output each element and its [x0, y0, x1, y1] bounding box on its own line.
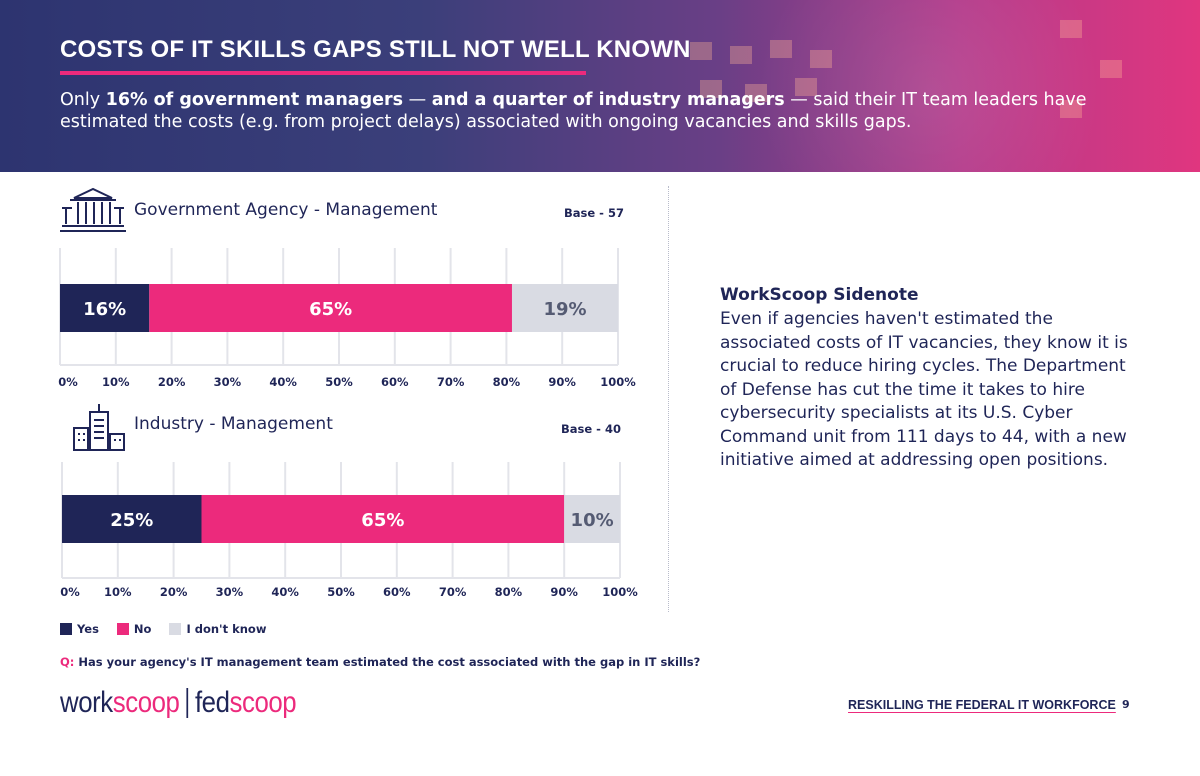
data-label: 16%	[83, 299, 126, 320]
legend-item-dontknow: I don't know	[169, 622, 266, 636]
survey-question: Q: Has your agency's IT management team …	[60, 655, 700, 669]
base-industry: Base - 40	[561, 422, 621, 436]
bar-segment-dontknow	[511, 284, 618, 332]
sidenote-title: WorkScoop Sidenote	[720, 285, 919, 305]
bar-segment-dontknow	[564, 495, 620, 543]
x-tick-label: 70%	[439, 585, 467, 599]
x-tick-label: 20%	[160, 585, 188, 599]
bar-segment-yes	[62, 495, 202, 543]
x-tick-label: 80%	[495, 585, 523, 599]
x-tick-label: 0%	[58, 375, 78, 389]
sticky-note	[730, 46, 752, 64]
legend-item-no: No	[116, 622, 152, 636]
title-underline	[60, 71, 586, 75]
government-building-icon	[60, 187, 126, 232]
data-label: 65%	[361, 510, 404, 531]
data-label: 19%	[543, 299, 586, 320]
sticky-note	[690, 42, 712, 60]
column-divider	[668, 186, 669, 612]
bar-segment-no	[201, 495, 565, 543]
subtitle-tail: — said their IT team leaders have estima…	[60, 90, 1087, 132]
page-subtitle: Only 16% of government managers — and a …	[60, 89, 1160, 133]
brand-fedscoop-b: scoop	[229, 686, 297, 719]
banner-glow	[720, 0, 1140, 172]
sidenote-body: Even if agencies haven't estimated the a…	[720, 309, 1128, 470]
page-number: 9	[1122, 698, 1130, 711]
chart-title-gov: Government Agency - Management	[134, 200, 438, 220]
x-tick-label: 90%	[548, 375, 576, 389]
data-label: 25%	[110, 510, 153, 531]
page-title: COSTS OF IT SKILLS GAPS STILL NOT WELL K…	[60, 36, 691, 63]
legend-swatch-no	[116, 623, 129, 635]
office-buildings-icon	[73, 404, 125, 451]
sticky-note	[1060, 20, 1082, 38]
legend-swatch-dontknow	[169, 623, 182, 635]
x-tick-label: 30%	[216, 585, 244, 599]
data-label: 10%	[571, 510, 614, 531]
data-label: 65%	[309, 299, 352, 320]
x-tick-label: 100%	[602, 585, 638, 599]
x-tick-label: 60%	[383, 585, 411, 599]
x-tick-label: 20%	[158, 375, 186, 389]
x-tick-label: 70%	[437, 375, 465, 389]
footer-section-title: RESKILLING THE FEDERAL IT WORKFORCE	[848, 698, 1116, 712]
sticky-note	[700, 80, 722, 98]
chart-title-industry: Industry - Management	[134, 414, 333, 434]
x-tick-label: 100%	[600, 375, 636, 389]
x-tick-label: 80%	[493, 375, 521, 389]
sticky-note	[1100, 60, 1122, 78]
legend-label-yes: Yes	[77, 622, 99, 636]
sticky-note	[810, 50, 832, 68]
brand-logo: workscoop fedscoop	[60, 686, 297, 720]
brand-separator	[186, 688, 189, 718]
question-text: Has your agency's IT management team est…	[78, 655, 701, 669]
sticky-note	[795, 78, 817, 96]
x-tick-label: 40%	[269, 375, 297, 389]
legend-label-dontknow: I don't know	[186, 622, 267, 636]
x-tick-label: 10%	[102, 375, 130, 389]
sticky-note	[745, 84, 767, 102]
legend-item-yes: Yes	[60, 622, 99, 636]
legend-swatch-yes	[60, 623, 72, 635]
brand-workscoop-b: scoop	[112, 686, 180, 719]
subtitle-lead: Only	[60, 90, 106, 110]
bar-segment-yes	[60, 284, 150, 332]
x-tick-label: 10%	[104, 585, 132, 599]
bar-segment-no	[149, 284, 512, 332]
header-banner	[0, 0, 1200, 172]
sticky-note	[1060, 100, 1082, 118]
subtitle-bold-industry: and a quarter of industry managers	[431, 90, 785, 110]
question-prefix: Q:	[60, 655, 75, 669]
legend-label-no: No	[133, 622, 152, 636]
x-tick-label: 60%	[381, 375, 409, 389]
x-tick-label: 40%	[271, 585, 299, 599]
x-tick-label: 50%	[327, 585, 355, 599]
subtitle-bold-gov: 16% of government managers	[105, 90, 404, 110]
base-gov: Base - 57	[564, 206, 624, 220]
legend: Yes No I don't know	[60, 622, 284, 636]
x-tick-label: 50%	[325, 375, 353, 389]
brand-workscoop-a: work	[60, 686, 113, 719]
x-tick-label: 90%	[550, 585, 578, 599]
brand-fedscoop-a: fed	[194, 686, 230, 719]
sticky-note	[770, 40, 792, 58]
x-tick-label: 30%	[214, 375, 242, 389]
subtitle-dash: —	[403, 90, 432, 110]
x-tick-label: 0%	[60, 585, 80, 599]
